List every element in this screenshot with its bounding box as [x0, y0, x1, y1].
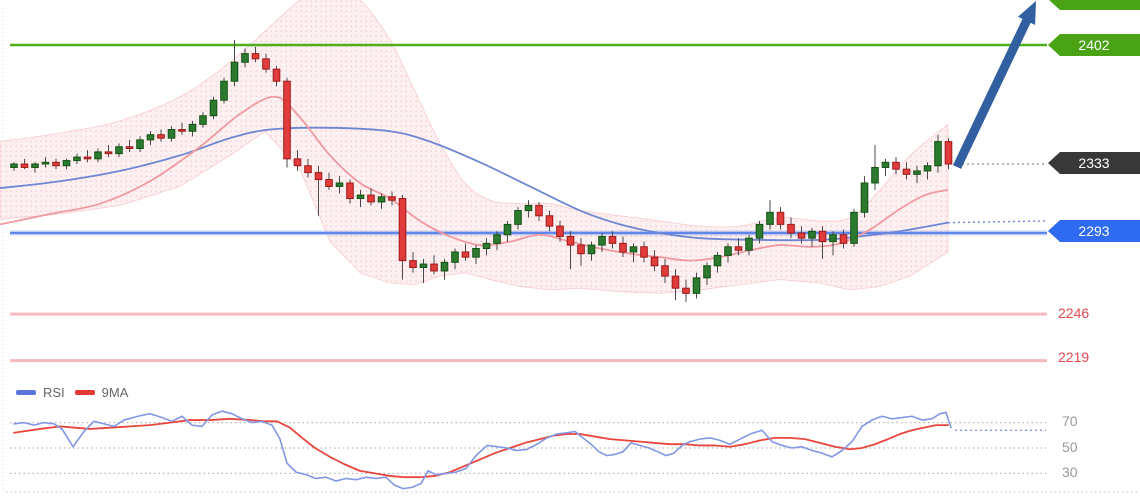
- resistance-price-badge: 2402: [1048, 34, 1140, 56]
- rsi-line-swatch-icon: [16, 390, 36, 395]
- support-level-label: 2246: [1058, 305, 1090, 321]
- rsi-legend-label: RSI: [43, 385, 65, 400]
- rsi-legend: RSI 9MA: [16, 385, 128, 400]
- rsi-axis-label-30: 30: [1062, 464, 1078, 480]
- support-level-label: 2219: [1058, 349, 1090, 365]
- legend-item-rsi: RSI: [16, 385, 65, 400]
- nine-ma-line-swatch-icon: [74, 390, 95, 395]
- current-price-badge: 2333: [1048, 152, 1140, 174]
- rsi-axis-label-70: 70: [1062, 413, 1078, 429]
- nine-ma-legend-label: 9MA: [101, 385, 129, 400]
- legend-item-9ma: 9MA: [74, 385, 129, 400]
- support-price-badge: 2293: [1048, 220, 1140, 242]
- target-price-badge-partial: [1048, 0, 1140, 10]
- rsi-axis-label-50: 50: [1062, 439, 1078, 455]
